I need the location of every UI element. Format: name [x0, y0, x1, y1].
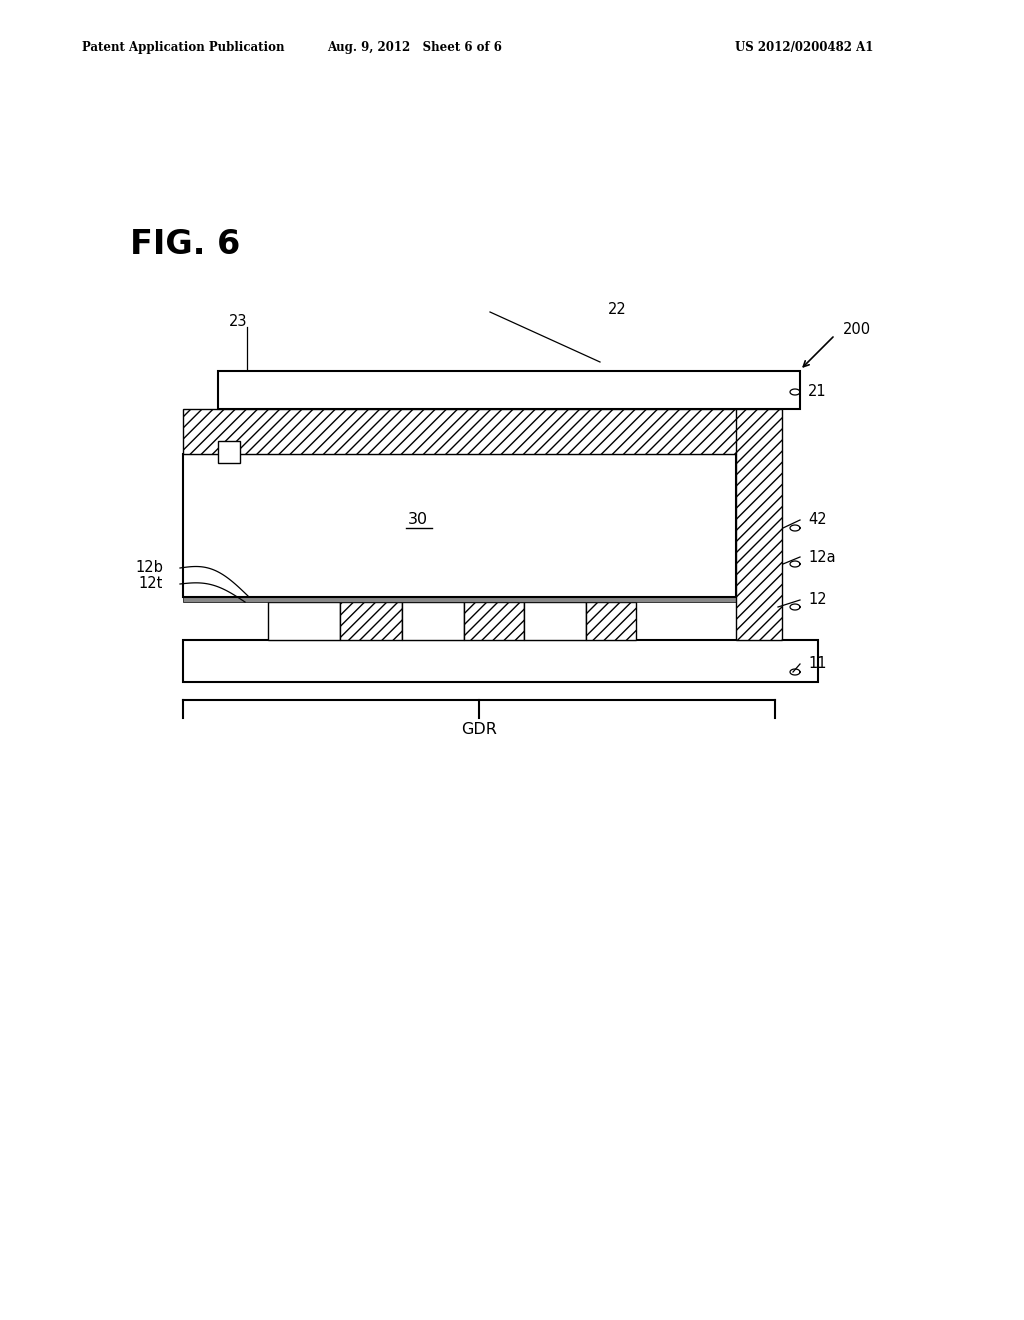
Text: 200: 200: [843, 322, 871, 338]
Text: 42: 42: [808, 512, 826, 528]
Text: 12t: 12t: [138, 577, 163, 591]
Bar: [268, 602, 340, 640]
Bar: [524, 602, 586, 640]
Bar: [183, 409, 778, 454]
Bar: [586, 602, 636, 640]
Text: Patent Application Publication: Patent Application Publication: [82, 41, 285, 54]
Text: FIG. 6: FIG. 6: [130, 228, 241, 261]
Text: 22: 22: [608, 302, 627, 318]
Text: Aug. 9, 2012   Sheet 6 of 6: Aug. 9, 2012 Sheet 6 of 6: [328, 41, 503, 54]
Bar: [218, 441, 240, 463]
Text: GDR: GDR: [461, 722, 497, 738]
Text: US 2012/0200482 A1: US 2012/0200482 A1: [735, 41, 873, 54]
Bar: [218, 371, 800, 409]
Text: 23: 23: [228, 314, 247, 330]
Bar: [340, 602, 402, 640]
Text: 11: 11: [808, 656, 826, 672]
Bar: [736, 409, 782, 640]
Bar: [402, 602, 464, 640]
Text: 12a: 12a: [808, 549, 836, 565]
Text: 12b: 12b: [135, 561, 163, 576]
Text: 30: 30: [408, 512, 428, 528]
Text: 21: 21: [808, 384, 826, 400]
Bar: [464, 602, 524, 640]
Bar: [183, 454, 736, 597]
Text: 12: 12: [808, 593, 826, 607]
Bar: [183, 597, 778, 602]
Bar: [183, 640, 818, 682]
